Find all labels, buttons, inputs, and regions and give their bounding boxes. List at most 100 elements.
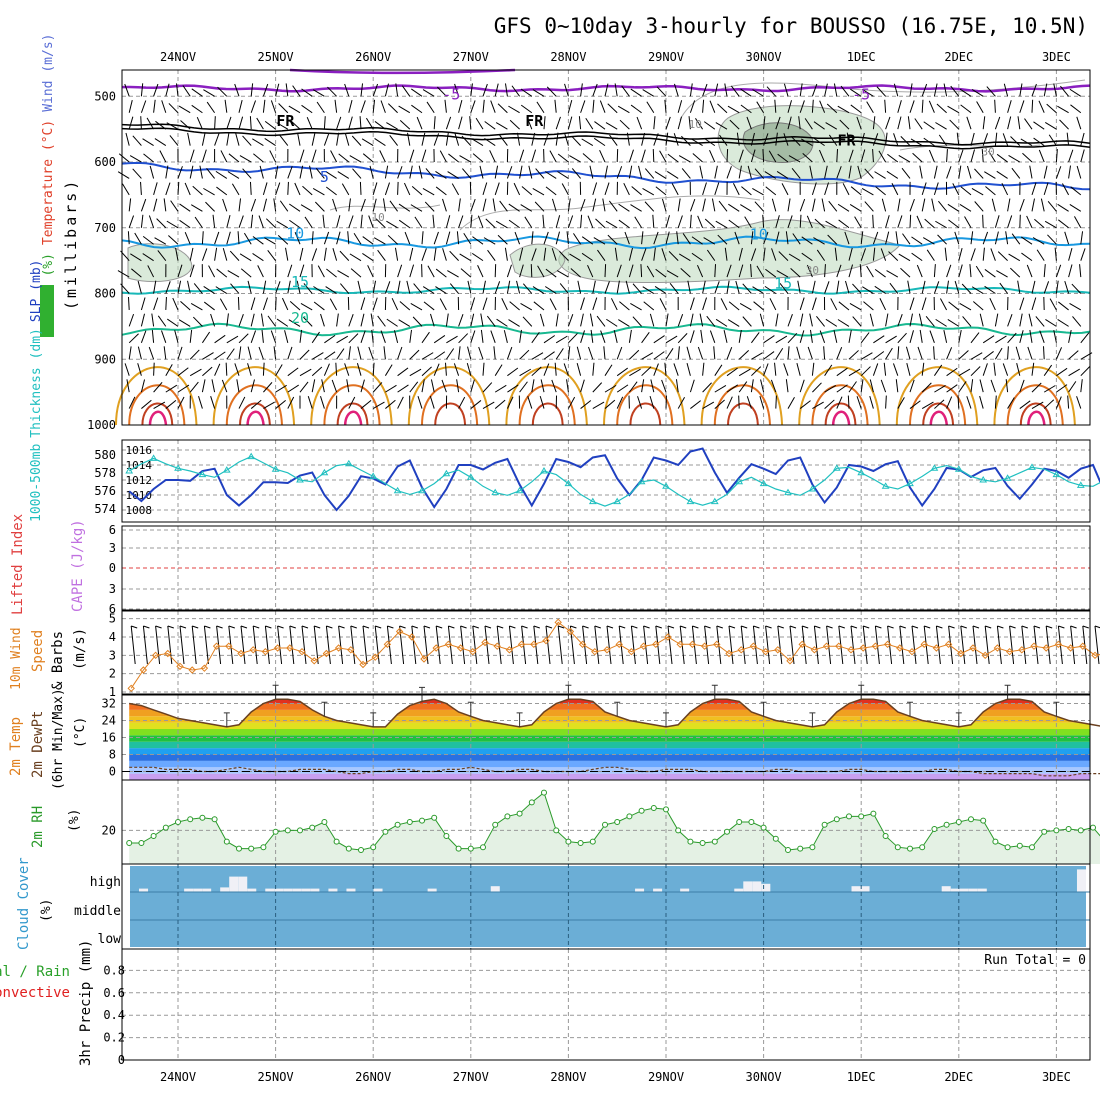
thickness-marker: [515, 486, 524, 494]
wind-barb: [653, 133, 659, 146]
wind-barb: [360, 198, 366, 212]
wind-barb: [982, 335, 995, 344]
wind-barb: [544, 171, 557, 179]
wind-barb: [938, 134, 948, 146]
wind-barb: [466, 363, 472, 376]
wind10m-barb: [338, 625, 344, 665]
wind-barb: [411, 104, 423, 114]
cloud-high-bar: [490, 886, 500, 892]
wind-barb: [726, 166, 732, 179]
wind-barb: [709, 100, 716, 113]
wind-barb: [206, 167, 215, 179]
wind10m-marker: [212, 642, 221, 650]
wind-barb: [314, 201, 325, 212]
wind-barb: [299, 368, 312, 377]
wind-barb: [933, 83, 938, 97]
wind-barb: [482, 198, 487, 212]
wind-barb: [493, 346, 496, 360]
wind10m-barb: [789, 625, 795, 665]
wind10m-barb: [850, 625, 858, 629]
wind-barb: [567, 313, 574, 327]
wind-barb: [641, 352, 654, 360]
wind-barb: [592, 198, 597, 212]
wind-barb: [224, 99, 228, 113]
rh2m-marker: [126, 840, 133, 846]
wind10m-barb: [228, 625, 235, 629]
wind-barb: [943, 83, 948, 97]
wind-barb: [677, 313, 684, 327]
wind-barb: [189, 165, 194, 179]
wind-barb: [323, 116, 326, 130]
wind-barb: [885, 132, 888, 146]
wind-barb: [372, 382, 383, 393]
wind-barb: [750, 149, 756, 163]
wind-barb: [616, 264, 622, 278]
wind-barb: [776, 170, 789, 179]
wind10m-barb: [875, 625, 882, 629]
wind10m-marker: [627, 647, 636, 656]
cloud-high-bar: [247, 888, 257, 892]
wind-barb: [490, 330, 496, 343]
wind-barb: [580, 313, 584, 327]
wind-barb: [872, 363, 879, 376]
wind10m-barb: [667, 625, 673, 665]
date-label-top: 24NOV: [160, 50, 196, 64]
wind-barb: [902, 233, 911, 245]
wind10m-marker: [444, 640, 453, 649]
wind-barb: [996, 270, 1008, 278]
wind-barb: [516, 280, 521, 294]
rh2m-marker: [736, 819, 743, 825]
wind-barb: [1007, 215, 1013, 228]
slp-axis-label-part: SLP (mb): [29, 260, 44, 323]
wind-barb: [999, 282, 1009, 294]
wind-barb: [958, 165, 962, 179]
wind-barb: [519, 264, 524, 278]
wind-barb: [632, 283, 642, 294]
wind10m-barb: [716, 625, 723, 629]
thickness-marker: [1003, 474, 1012, 481]
cloud-high-bar: [950, 888, 960, 892]
wind-barb: [681, 168, 691, 179]
wind-barb: [445, 362, 447, 376]
wind-barb: [1056, 367, 1068, 377]
wind-barb: [861, 187, 874, 196]
isotherm-line: [121, 84, 1091, 93]
wind-barb: [397, 384, 409, 393]
wind-barb: [995, 335, 1007, 344]
wind-barb: [947, 203, 960, 212]
wind-barb: [630, 104, 642, 114]
wind-barb: [238, 333, 249, 344]
wind-barb: [201, 132, 206, 146]
wind-barb: [117, 270, 130, 278]
wind-barb: [571, 135, 581, 146]
wind-barb: [397, 280, 401, 294]
wind10m-barb: [1009, 625, 1015, 665]
heat-contour: [824, 402, 857, 426]
contour-label: 30: [981, 145, 994, 158]
wind10m-marker: [859, 644, 867, 652]
wind-barb: [325, 171, 337, 179]
wind-barb: [925, 316, 935, 327]
wind-barb: [911, 252, 923, 262]
wind-barb: [872, 116, 876, 130]
heat-contour: [115, 366, 198, 426]
wind-barb: [287, 384, 299, 393]
wind-barb: [458, 215, 464, 228]
wind10m-barb: [985, 625, 992, 629]
wind-barb: [264, 237, 276, 245]
rh2m-marker: [260, 844, 267, 851]
wind-barb: [442, 198, 447, 212]
wind10m-barb: [289, 625, 296, 629]
heat-contour-max: [929, 410, 949, 426]
wind10m-barb: [814, 625, 821, 629]
wind-barb: [763, 351, 775, 360]
wind-barb: [979, 379, 984, 393]
cloud-high-bar: [184, 888, 194, 892]
wind-barb: [444, 99, 447, 113]
rh2m-marker: [272, 828, 279, 835]
wind-barb: [1071, 283, 1082, 294]
precip-conv-label: Convective: [0, 985, 70, 1001]
wind-barb: [797, 280, 801, 294]
wind-barb: [179, 219, 191, 229]
wind-barb: [303, 283, 313, 294]
